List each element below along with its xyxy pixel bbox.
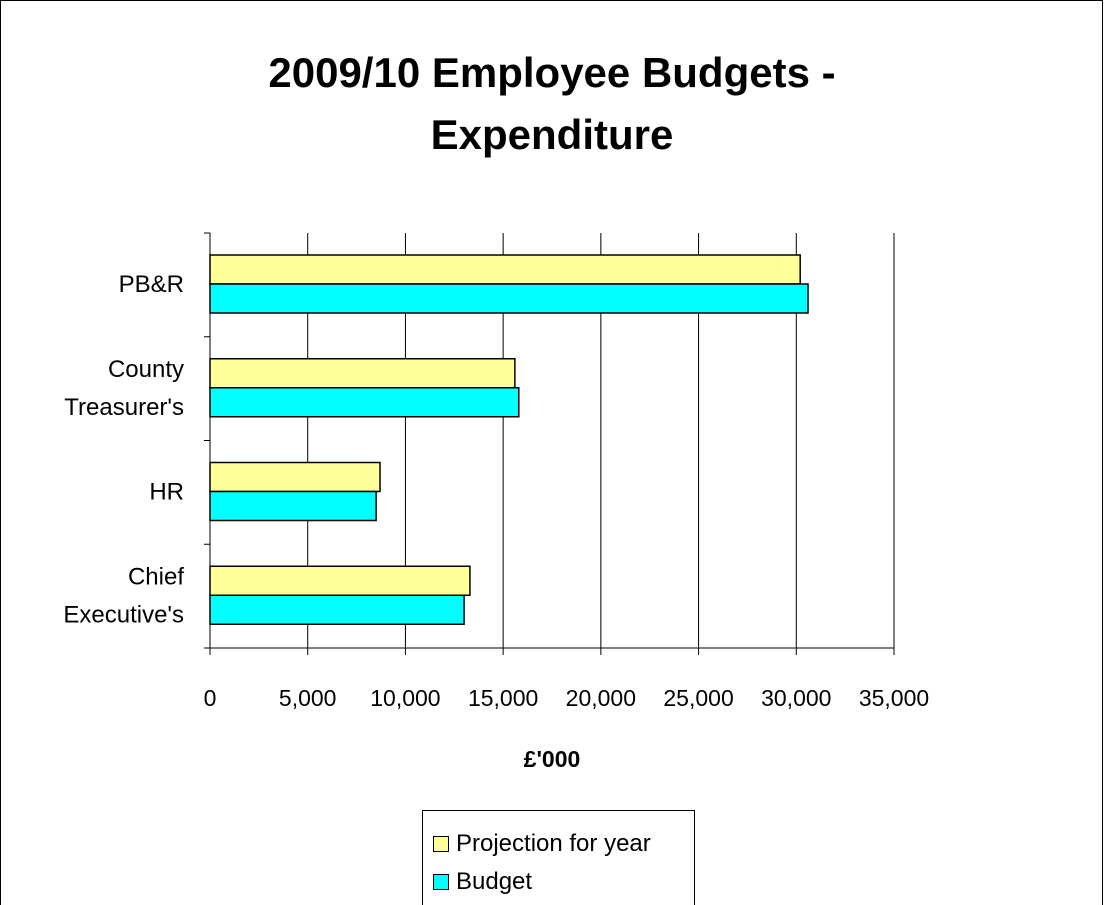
x-tick-label: 20,000: [566, 685, 636, 711]
x-tick-label: 30,000: [761, 685, 831, 711]
x-tick-label: 0: [204, 685, 217, 711]
bar-projection: [209, 565, 471, 596]
bar-budget: [209, 387, 520, 418]
legend: Projection for year Budget: [422, 810, 695, 905]
legend-item-projection: Projection for year: [433, 829, 651, 859]
bar-projection: [209, 358, 516, 389]
chart-title-line-2: Expenditure: [430, 111, 674, 158]
chart-title-line-1: 2009/10 Employee Budgets -: [268, 49, 836, 96]
category-label: Treasurer's: [64, 394, 184, 421]
x-tick-label: 5,000: [279, 685, 337, 711]
category-label: County: [108, 356, 184, 383]
legend-swatch-budget: [433, 874, 449, 890]
bar-projection: [209, 254, 801, 285]
legend-swatch-projection: [433, 836, 449, 852]
bar-budget: [209, 490, 377, 522]
category-label: HR: [149, 479, 184, 506]
bar-budget: [209, 594, 465, 625]
x-tick-label: 10,000: [370, 685, 440, 711]
x-tick-label: 25,000: [663, 685, 733, 711]
legend-label-projection: Projection for year: [456, 830, 651, 857]
legend-label-budget: Budget: [456, 868, 533, 895]
chart-title: 2009/10 Employee Budgets - Expenditure: [0, 42, 1104, 166]
bar-projection: [209, 461, 381, 493]
category-label: Executive's: [63, 601, 184, 628]
legend-item-budget: Budget: [433, 867, 532, 897]
bar-budget: [209, 283, 809, 314]
category-label: Chief: [128, 563, 184, 590]
x-axis-title: £'000: [524, 746, 581, 772]
category-label: PB&R: [119, 271, 184, 298]
x-tick-label: 15,000: [468, 685, 538, 711]
x-tick-label: 35,000: [859, 685, 929, 711]
